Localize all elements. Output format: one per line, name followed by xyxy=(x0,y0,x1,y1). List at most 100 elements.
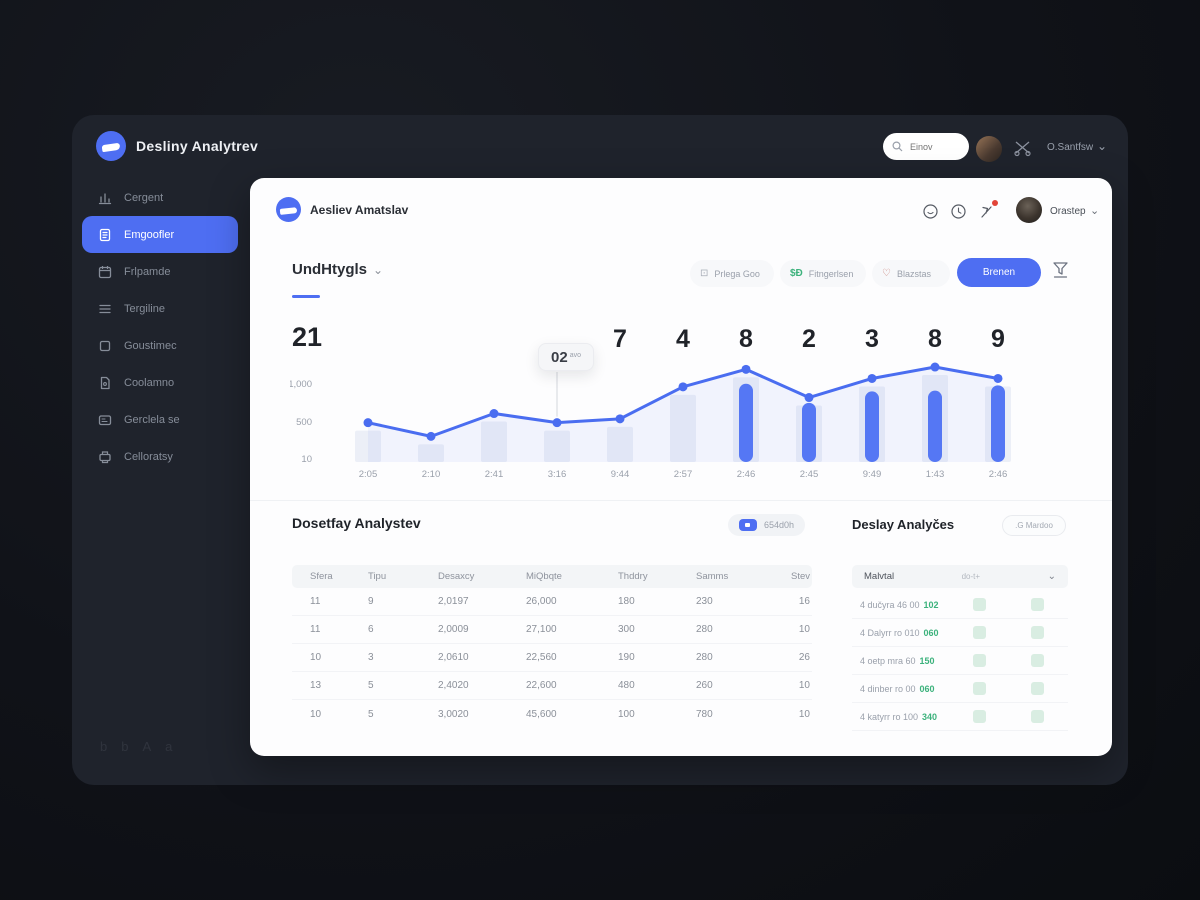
chart-dot[interactable] xyxy=(426,431,436,441)
table-cell: 10 xyxy=(310,652,322,663)
list-item[interactable]: 4 dinber ro 00 060 xyxy=(852,675,1068,703)
table-body: 11 9 2,0197 26,000 180 230 16 11 6 2,0009 27,100 30… xyxy=(292,588,812,728)
dollar-icon: $Đ xyxy=(790,268,803,279)
notification-icon[interactable] xyxy=(978,203,996,221)
tab-label: UndHtygls xyxy=(292,261,367,278)
stat-number: 7 xyxy=(613,325,627,353)
table-badge[interactable]: 654d0h xyxy=(728,514,806,536)
stat-number: 3 xyxy=(865,325,879,353)
list-item[interactable]: 4 oetp mra 60 150 xyxy=(852,647,1068,675)
table-cell: 22,560 xyxy=(526,652,557,663)
badge-chip-icon xyxy=(739,519,757,531)
status-cell xyxy=(1031,626,1044,639)
table-cell: 260 xyxy=(696,680,713,691)
chart-bar xyxy=(739,383,753,462)
chart-band xyxy=(418,444,444,462)
list-item[interactable]: 4 katyrr ro 100 340 xyxy=(852,703,1068,731)
table-cell: 2,0009 xyxy=(438,624,469,635)
chart-dot[interactable] xyxy=(867,373,877,383)
notification-dot xyxy=(992,200,998,206)
filter-label: Blazstas xyxy=(896,268,931,279)
table-row[interactable]: 11 6 2,0009 27,100 300 280 10 xyxy=(292,616,812,644)
table-cell: 190 xyxy=(618,652,635,663)
panel-chevron-down-icon: ⌄ xyxy=(1047,571,1056,582)
sidebar-item-celloratsy[interactable]: Celloratsy xyxy=(82,438,238,475)
topbar-username[interactable]: O.Santfsw xyxy=(1047,142,1094,153)
chart-dot[interactable] xyxy=(741,364,751,374)
file-icon xyxy=(100,376,110,389)
table-cell: 5 xyxy=(368,680,374,691)
status-cell xyxy=(973,598,986,611)
table-row[interactable]: 10 5 3,0020 45,600 100 780 10 xyxy=(292,700,812,728)
sidebar-item-label: Coolamno xyxy=(124,376,175,389)
card-username[interactable]: Orastep xyxy=(1050,206,1086,217)
apply-button[interactable]: Brenen xyxy=(957,258,1041,287)
clock-icon[interactable] xyxy=(950,203,967,220)
list-item-label: 4 katyrr ro 100 xyxy=(860,711,919,722)
history-icon[interactable] xyxy=(922,203,939,220)
table-cell: 280 xyxy=(696,624,713,635)
table-row[interactable]: 11 9 2,0197 26,000 180 230 16 xyxy=(292,588,812,616)
chart-dot[interactable] xyxy=(363,418,373,428)
table-cell: 11 xyxy=(310,624,321,635)
list-item-value: 340 xyxy=(922,711,938,722)
search-box[interactable] xyxy=(883,133,969,160)
filter-date-button[interactable]: ⊡ Prlega Goo xyxy=(690,260,774,287)
status-cell xyxy=(1031,682,1044,695)
sidebar-item-label: Tergiline xyxy=(124,302,165,315)
list-item[interactable]: 4 dučyra 46 00 102 xyxy=(852,591,1068,619)
card-user-chevron-down-icon[interactable]: ⌄ xyxy=(1090,205,1100,217)
table-cell: 300 xyxy=(618,624,635,635)
table-cell: 13 xyxy=(310,680,322,691)
sidebar-item-emgoofler[interactable]: Emgoofler xyxy=(82,216,238,253)
status-cells xyxy=(973,654,1068,667)
topbar-avatar[interactable] xyxy=(976,136,1002,162)
filter-favorites-button[interactable]: ♡ Blazstas xyxy=(872,260,950,287)
table-cell: 180 xyxy=(618,596,635,607)
heart-icon: ♡ xyxy=(882,268,891,279)
filter-label: Prlega Goo xyxy=(714,268,760,279)
status-cells xyxy=(973,682,1068,695)
filter-label: Fitngerlsen xyxy=(808,268,854,279)
filter-funnel-icon[interactable] xyxy=(1052,261,1069,279)
list-item-value: 060 xyxy=(923,627,939,638)
card-avatar[interactable] xyxy=(1016,197,1042,223)
panel-header[interactable]: Malvtal do-t+ ⌄ xyxy=(852,565,1068,588)
chart-dot[interactable] xyxy=(489,409,499,419)
tab-undhtygls[interactable]: UndHtygls ⌄ xyxy=(292,261,383,278)
sidebar-item-cergent[interactable]: Cergent xyxy=(82,179,238,216)
chart-dot[interactable] xyxy=(615,414,625,424)
square-icon xyxy=(99,340,111,351)
list-item[interactable]: 4 Dalyrr ro 010 060 xyxy=(852,619,1068,647)
sidebar-item-gerclela[interactable]: Gerclela se xyxy=(82,401,238,438)
x-tick-label: 2:45 xyxy=(800,469,819,480)
table-cell: 3 xyxy=(368,652,374,663)
stat-number: 8 xyxy=(739,325,753,353)
chart-dot[interactable] xyxy=(804,393,814,403)
sidebar-item-goustimec[interactable]: Goustimec xyxy=(82,327,238,364)
chart-dot[interactable] xyxy=(993,373,1003,383)
badge-label: 654d0h xyxy=(764,520,795,530)
chart-dot[interactable] xyxy=(678,382,688,392)
table-row[interactable]: 13 5 2,4020 22,600 480 260 10 xyxy=(292,672,812,700)
table-cell: 2,4020 xyxy=(438,680,469,691)
chart-dot[interactable] xyxy=(552,418,562,428)
filter-finance-button[interactable]: $Đ Fitngerlsen xyxy=(780,260,866,287)
sidebar-item-coolamno[interactable]: Coolamno xyxy=(82,364,238,401)
table-row[interactable]: 10 3 2,0610 22,560 190 280 26 xyxy=(292,644,812,672)
table-cell: 780 xyxy=(696,708,713,720)
tab-active-indicator xyxy=(292,295,320,298)
chart-dot[interactable] xyxy=(930,362,940,372)
topbar-chevron-down-icon[interactable]: ⌄ xyxy=(1097,139,1108,153)
chart-band xyxy=(355,430,381,462)
list-item-value: 102 xyxy=(923,599,939,610)
tools-icon[interactable] xyxy=(1013,139,1033,157)
list-item-label: 4 Dalyrr ro 010 xyxy=(860,627,920,638)
column-header: Samms xyxy=(696,571,729,582)
sidebar-item-tergiline[interactable]: Tergiline xyxy=(82,290,238,327)
sidebar-item-frlpamde[interactable]: Frlpamde xyxy=(82,253,238,290)
tab-chevron-down-icon: ⌄ xyxy=(373,263,384,277)
search-input[interactable] xyxy=(908,140,960,153)
panel-action-button[interactable]: .G Mardoo xyxy=(1002,515,1066,536)
